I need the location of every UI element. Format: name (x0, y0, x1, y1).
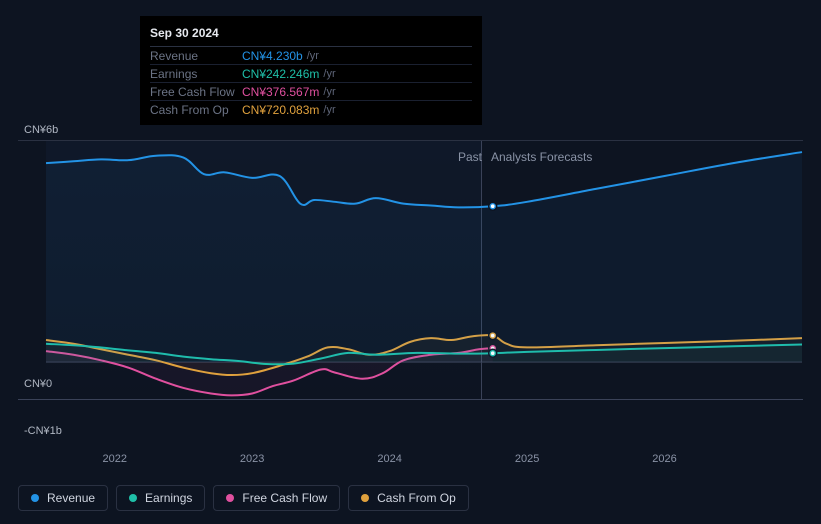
x-tick-label: 2025 (515, 453, 539, 465)
chart-plot-area (46, 141, 802, 399)
x-tick-label: 2022 (102, 453, 126, 465)
tooltip-metric-label: Cash From Op (150, 103, 242, 117)
y-axis-zero-label: CN¥0 (24, 378, 52, 390)
tooltip-row: RevenueCN¥4.230b/yr (150, 47, 472, 65)
legend-item-fcf[interactable]: Free Cash Flow (213, 485, 340, 511)
tooltip-metric-value: CN¥720.083m (242, 103, 319, 117)
tooltip-metric-unit: /yr (323, 86, 335, 98)
legend-item-revenue[interactable]: Revenue (18, 485, 108, 511)
tooltip-metric-unit: /yr (307, 50, 319, 62)
y-axis-top-label: CN¥6b (24, 124, 58, 136)
legend-label: Earnings (145, 491, 192, 505)
y-axis-bottom-label: -CN¥1b (24, 425, 62, 437)
legend-label: Cash From Op (377, 491, 456, 505)
tooltip-metric-unit: /yr (323, 104, 335, 116)
tooltip-metric-unit: /yr (323, 68, 335, 80)
tooltip-metric-value: CN¥242.246m (242, 67, 319, 81)
tooltip-row: Cash From OpCN¥720.083m/yr (150, 101, 472, 119)
chart-bottom-border (18, 399, 803, 400)
tooltip-metric-label: Earnings (150, 67, 242, 81)
legend-dot-icon (129, 494, 137, 502)
x-axis-labels: 2022 2023 2024 2025 2026 (46, 453, 802, 473)
legend-dot-icon (226, 494, 234, 502)
legend-label: Free Cash Flow (242, 491, 327, 505)
tooltip-metric-label: Revenue (150, 49, 242, 63)
x-tick-label: 2023 (240, 453, 264, 465)
tooltip-metric-value: CN¥4.230b (242, 49, 303, 63)
legend-item-cfo[interactable]: Cash From Op (348, 485, 469, 511)
x-tick-label: 2026 (652, 453, 676, 465)
legend-item-earnings[interactable]: Earnings (116, 485, 205, 511)
tooltip-row: EarningsCN¥242.246m/yr (150, 65, 472, 83)
financial-chart: CN¥6b Past Analysts Forecasts CN¥0 -CN¥1… (18, 120, 803, 450)
chart-legend: Revenue Earnings Free Cash Flow Cash From O… (18, 485, 469, 511)
legend-dot-icon (361, 494, 369, 502)
tooltip-date: Sep 30 2024 (150, 24, 472, 47)
tooltip-row: Free Cash FlowCN¥376.567m/yr (150, 83, 472, 101)
legend-dot-icon (31, 494, 39, 502)
tooltip-metric-label: Free Cash Flow (150, 85, 242, 99)
x-tick-label: 2024 (377, 453, 401, 465)
tooltip-metric-value: CN¥376.567m (242, 85, 319, 99)
legend-label: Revenue (47, 491, 95, 505)
chart-tooltip: Sep 30 2024 RevenueCN¥4.230b/yrEarningsC… (140, 16, 482, 125)
revenue-area (46, 152, 802, 362)
